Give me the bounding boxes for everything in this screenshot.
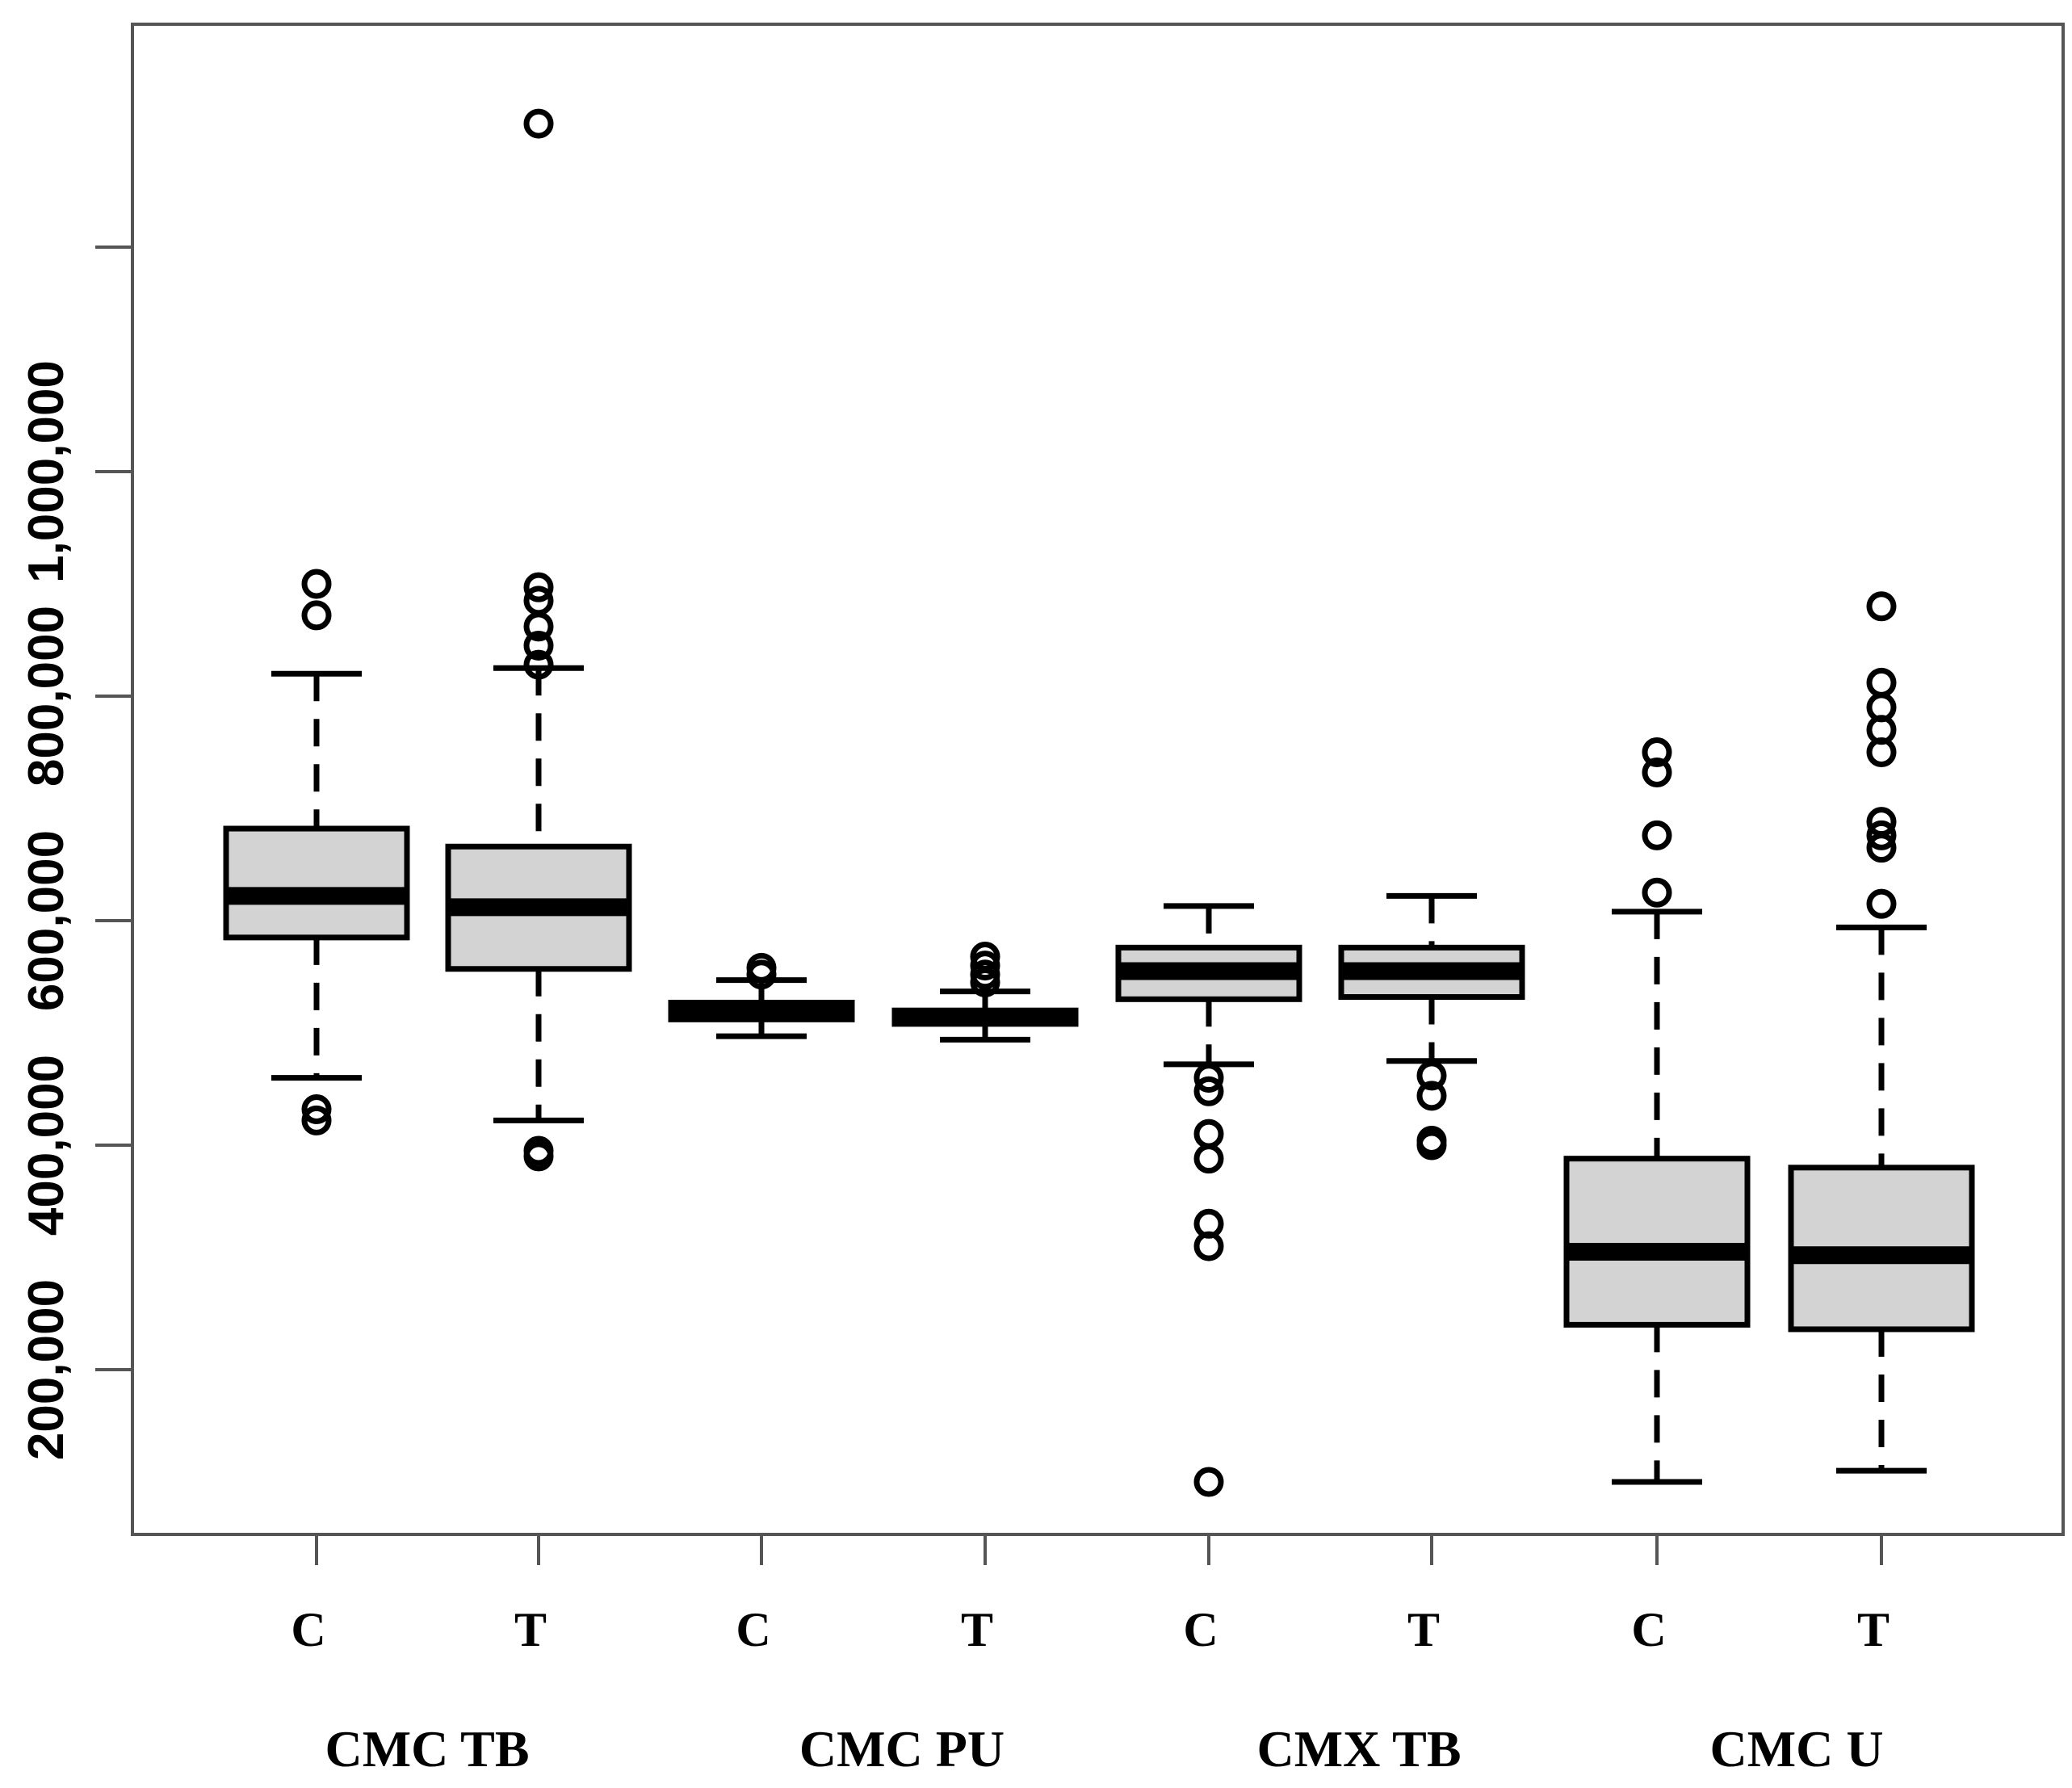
y-tick-label: 800,000	[19, 606, 74, 787]
x-tick-label: T	[514, 1603, 547, 1656]
plot-frame	[131, 23, 2065, 1536]
iqr-box	[1563, 1156, 1751, 1328]
group-labels: CMC TB CMC PU CMX TB CMC U	[325, 1720, 1883, 1778]
box-4	[1115, 903, 1302, 1497]
outlier-point	[523, 630, 554, 661]
group-label: CMC TB	[325, 1720, 529, 1778]
x-tick-label: C	[291, 1603, 325, 1656]
outlier-point	[1193, 1076, 1224, 1106]
y-axis: 200,000 400,000 600,000 800,000 1,000,000	[19, 246, 132, 1460]
box-0	[223, 569, 410, 1135]
outlier-point	[1642, 737, 1672, 767]
outlier-point	[1193, 1467, 1224, 1497]
group-label: CMC PU	[799, 1720, 1005, 1778]
outlier-point	[301, 569, 332, 599]
outlier-point	[1866, 833, 1897, 863]
box-1	[445, 108, 632, 1172]
outlier-point	[1642, 758, 1672, 788]
outlier-point	[1642, 877, 1672, 908]
y-tick-label: 200,000	[19, 1279, 74, 1460]
outlier-point	[1866, 888, 1897, 919]
x-tick-label: T	[1407, 1603, 1440, 1656]
outlier-point	[1642, 820, 1672, 850]
outlier-point	[301, 1094, 332, 1125]
box-7	[1788, 591, 1975, 1474]
outlier-point	[1193, 1144, 1224, 1174]
y-tick-label: 1,000,000	[19, 360, 74, 583]
outlier-point	[1866, 591, 1897, 622]
y-tick-label: 400,000	[19, 1055, 74, 1236]
x-tick-label: C	[1183, 1603, 1218, 1656]
outlier-point	[746, 959, 777, 990]
x-tick-label: T	[961, 1603, 993, 1656]
box-6	[1563, 737, 1751, 1485]
outlier-point	[1193, 1063, 1224, 1093]
outlier-point	[301, 1105, 332, 1135]
outlier-point	[523, 649, 554, 680]
outlier-point	[523, 108, 554, 139]
x-tick-label: C	[1631, 1603, 1666, 1656]
box-5	[1338, 892, 1525, 1161]
outlier-point	[1416, 1130, 1447, 1161]
outlier-point	[1866, 667, 1897, 698]
iqr-box	[223, 825, 410, 941]
box-3	[891, 941, 1079, 1043]
outlier-point	[1193, 1119, 1224, 1149]
box-plot-series	[223, 108, 1975, 1497]
group-label: CMX TB	[1256, 1720, 1461, 1778]
box-2	[668, 952, 855, 1039]
outlier-point	[523, 572, 554, 602]
x-tick-label: T	[1857, 1603, 1890, 1656]
outlier-point	[1866, 737, 1897, 767]
outlier-point	[970, 967, 1000, 997]
outlier-point	[1866, 820, 1897, 850]
group-label: CMC U	[1709, 1720, 1883, 1778]
x-tick-label: C	[736, 1603, 770, 1656]
outlier-point	[970, 951, 1000, 981]
outlier-point	[301, 600, 332, 631]
outlier-point	[1416, 1081, 1447, 1111]
outlier-point	[523, 1141, 554, 1172]
outlier-point	[523, 611, 554, 642]
y-tick-label: 600,000	[19, 830, 74, 1011]
outlier-point	[1416, 1060, 1447, 1091]
outlier-point	[1193, 1231, 1224, 1261]
